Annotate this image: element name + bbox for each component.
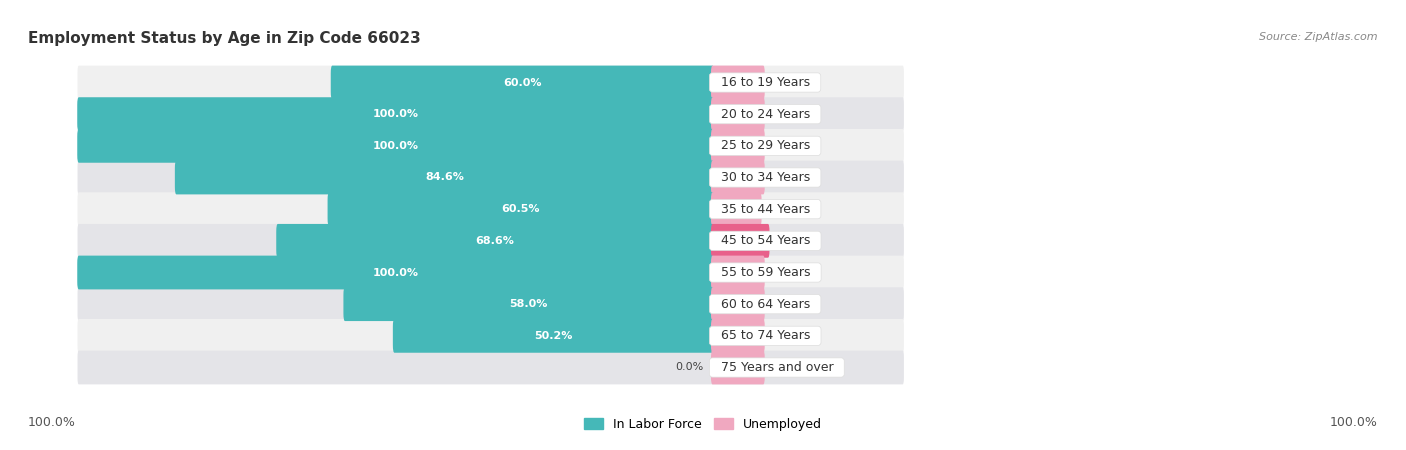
Text: 30 to 34 Years: 30 to 34 Years [713,171,818,184]
FancyBboxPatch shape [77,66,904,99]
Text: 0.0%: 0.0% [773,109,801,119]
Text: 0.0%: 0.0% [773,141,801,151]
FancyBboxPatch shape [77,129,714,163]
Text: 100.0%: 100.0% [373,141,419,151]
Text: 84.6%: 84.6% [425,172,464,183]
Text: 100.0%: 100.0% [28,417,76,429]
FancyBboxPatch shape [711,161,765,194]
FancyBboxPatch shape [77,256,904,289]
Text: 100.0%: 100.0% [1330,417,1378,429]
Text: 16 to 19 Years: 16 to 19 Years [713,76,818,89]
FancyBboxPatch shape [77,319,904,353]
FancyBboxPatch shape [392,319,714,353]
Text: 68.6%: 68.6% [475,236,515,246]
FancyBboxPatch shape [711,224,769,258]
Text: 1.4%: 1.4% [769,204,799,214]
FancyBboxPatch shape [330,66,714,99]
FancyBboxPatch shape [77,97,904,131]
Text: 65 to 74 Years: 65 to 74 Years [713,329,818,342]
FancyBboxPatch shape [77,192,904,226]
FancyBboxPatch shape [711,351,765,384]
Text: 25 to 29 Years: 25 to 29 Years [713,140,818,153]
FancyBboxPatch shape [711,319,765,353]
Text: 50.2%: 50.2% [534,331,572,341]
Text: 1.9%: 1.9% [778,236,806,246]
FancyBboxPatch shape [77,97,714,131]
Text: 55 to 59 Years: 55 to 59 Years [713,266,818,279]
FancyBboxPatch shape [174,161,714,194]
Legend: In Labor Force, Unemployed: In Labor Force, Unemployed [583,418,823,431]
FancyBboxPatch shape [77,287,904,321]
Text: 45 to 54 Years: 45 to 54 Years [713,234,818,248]
Text: 60 to 64 Years: 60 to 64 Years [713,297,818,310]
FancyBboxPatch shape [77,224,904,258]
Text: 58.0%: 58.0% [509,299,548,309]
FancyBboxPatch shape [711,129,765,163]
FancyBboxPatch shape [711,192,762,226]
Text: 0.0%: 0.0% [773,299,801,309]
FancyBboxPatch shape [77,129,904,163]
FancyBboxPatch shape [276,224,714,258]
Text: 60.0%: 60.0% [503,77,541,87]
Text: 0.0%: 0.0% [773,172,801,183]
FancyBboxPatch shape [328,192,714,226]
Text: 0.0%: 0.0% [773,331,801,341]
Text: Employment Status by Age in Zip Code 66023: Employment Status by Age in Zip Code 660… [28,32,420,46]
FancyBboxPatch shape [77,256,714,289]
Text: 20 to 24 Years: 20 to 24 Years [713,108,818,121]
Text: 0.0%: 0.0% [675,363,703,373]
Text: 75 Years and over: 75 Years and over [713,361,841,374]
Text: 0.0%: 0.0% [773,267,801,278]
FancyBboxPatch shape [711,256,765,289]
Text: 100.0%: 100.0% [373,267,419,278]
FancyBboxPatch shape [77,161,904,194]
FancyBboxPatch shape [711,287,765,321]
FancyBboxPatch shape [711,66,765,99]
Text: 100.0%: 100.0% [373,109,419,119]
Text: 0.0%: 0.0% [773,363,801,373]
FancyBboxPatch shape [77,351,904,384]
Text: 0.0%: 0.0% [773,77,801,87]
Text: Source: ZipAtlas.com: Source: ZipAtlas.com [1260,32,1378,41]
Text: 35 to 44 Years: 35 to 44 Years [713,202,818,216]
FancyBboxPatch shape [711,97,765,131]
FancyBboxPatch shape [343,287,714,321]
Text: 60.5%: 60.5% [502,204,540,214]
